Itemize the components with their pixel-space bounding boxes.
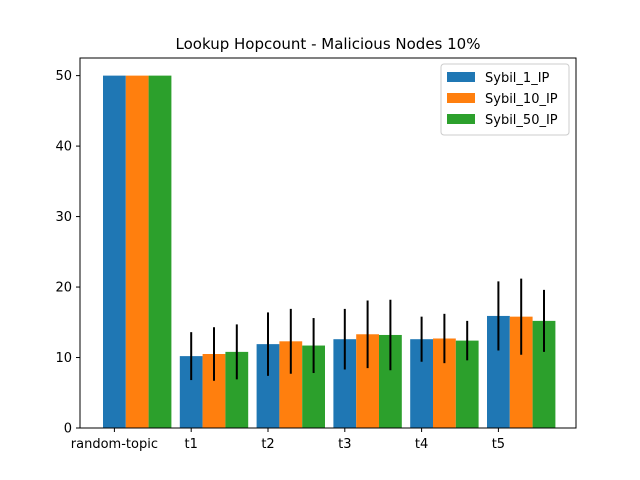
chart-title: Lookup Hopcount - Malicious Nodes 10% xyxy=(176,35,481,53)
y-tick-label-30: 30 xyxy=(55,210,72,225)
bar-Sybil_50_IP-t2 xyxy=(302,345,325,428)
legend-label-Sybil_10_IP: Sybil_10_IP xyxy=(485,92,558,107)
x-tick-label-t5: t5 xyxy=(492,437,505,452)
bar-Sybil_50_IP-t3 xyxy=(379,334,402,428)
bar-Sybil_1_IP-t4 xyxy=(410,339,433,428)
y-tick-label-50: 50 xyxy=(55,69,72,84)
bar-Sybil_50_IP-t4 xyxy=(455,340,479,428)
bar-Sybil_10_IP-t1 xyxy=(202,354,226,428)
bar-Sybil_1_IP-random-topic xyxy=(103,75,126,428)
legend-swatch-Sybil_1_IP xyxy=(447,72,475,82)
x-tick-label-t4: t4 xyxy=(415,437,428,452)
bar-Sybil_1_IP-t1 xyxy=(179,356,203,428)
legend-label-Sybil_1_IP: Sybil_1_IP xyxy=(485,71,550,86)
axes-layer: 0 10 20 30 40 50 random-topic t1 t2 t3 t4 t5 xyxy=(55,57,577,452)
bar-Sybil_10_IP-t4 xyxy=(433,338,456,428)
y-tick-label-20: 20 xyxy=(55,281,72,296)
y-tick-label-0: 0 xyxy=(64,422,72,437)
bar-Sybil_10_IP-t3 xyxy=(356,334,379,428)
bar-Sybil_10_IP-random-topic xyxy=(125,75,149,428)
bar-Sybil_50_IP-t1 xyxy=(225,351,249,428)
bar-Sybil_1_IP-t5 xyxy=(487,315,510,428)
bar-Sybil_50_IP-t5 xyxy=(532,320,556,428)
legend-swatch-Sybil_10_IP xyxy=(447,93,475,103)
y-tick-label-10: 10 xyxy=(55,351,72,366)
bars-layer xyxy=(103,75,556,428)
legend: Sybil_1_IP Sybil_10_IP Sybil_50_IP xyxy=(440,63,570,136)
legend-swatch-Sybil_50_IP xyxy=(447,114,475,124)
bar-Sybil_10_IP-t5 xyxy=(509,316,533,428)
x-tick-label-t2: t2 xyxy=(261,437,274,452)
bar-Sybil_1_IP-t2 xyxy=(256,344,280,428)
bar-Sybil_10_IP-t2 xyxy=(279,341,303,428)
x-tick-label-t3: t3 xyxy=(338,437,351,452)
x-tick-label-random-topic: random-topic xyxy=(71,437,158,452)
errorbars-layer xyxy=(190,278,545,381)
x-tick-label-t1: t1 xyxy=(185,437,198,452)
plot-frame xyxy=(79,57,577,429)
bar-Sybil_1_IP-t3 xyxy=(333,339,357,428)
bar-Sybil_50_IP-random-topic xyxy=(148,75,172,428)
legend-label-Sybil_50_IP: Sybil_50_IP xyxy=(485,113,558,128)
y-tick-label-40: 40 xyxy=(55,140,72,155)
